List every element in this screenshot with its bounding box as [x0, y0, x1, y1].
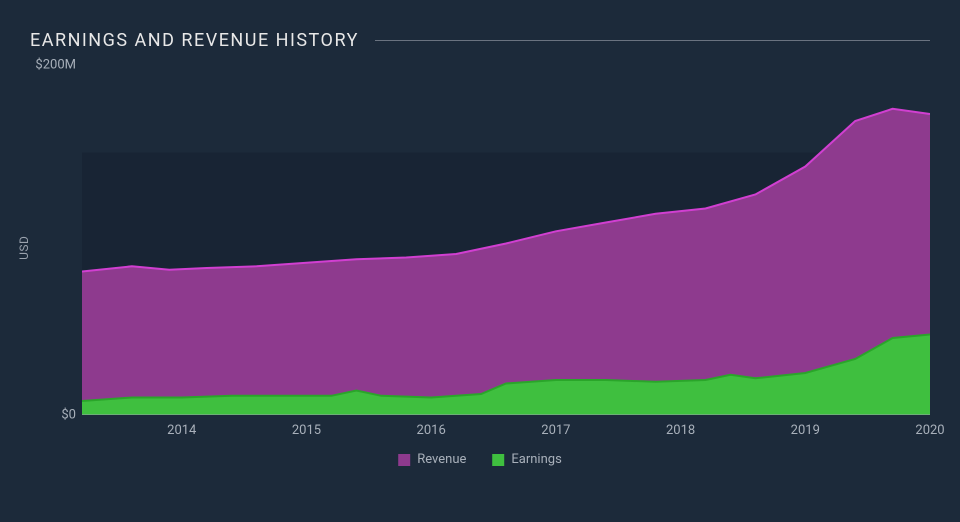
plot-region: $0$200M2014201520162017201820192020	[82, 65, 930, 415]
title-rule	[375, 40, 930, 41]
chart-title-row: EARNINGS AND REVENUE HISTORY	[30, 30, 930, 51]
legend-item-revenue: Revenue	[398, 452, 466, 467]
legend-swatch	[398, 454, 410, 466]
x-tick-label: 2018	[666, 415, 695, 438]
chart-svg	[82, 65, 930, 415]
x-tick-label: 2014	[167, 415, 196, 438]
x-tick-label: 2015	[292, 415, 321, 438]
legend-item-earnings: Earnings	[492, 452, 561, 467]
legend-swatch	[492, 454, 504, 466]
y-tick-label: $200M	[35, 58, 82, 73]
legend: Revenue Earnings	[398, 452, 562, 467]
x-tick-label: 2016	[417, 415, 446, 438]
x-tick-label: 2020	[915, 415, 944, 438]
x-tick-label: 2019	[791, 415, 820, 438]
y-axis-label: USD	[17, 236, 31, 260]
chart-area: USD $0$200M2014201520162017201820192020 …	[30, 55, 930, 475]
legend-label: Revenue	[417, 452, 466, 467]
legend-label: Earnings	[511, 452, 561, 467]
chart-title: EARNINGS AND REVENUE HISTORY	[30, 30, 359, 51]
x-tick-label: 2017	[541, 415, 570, 438]
y-tick-label: $0	[61, 408, 82, 423]
